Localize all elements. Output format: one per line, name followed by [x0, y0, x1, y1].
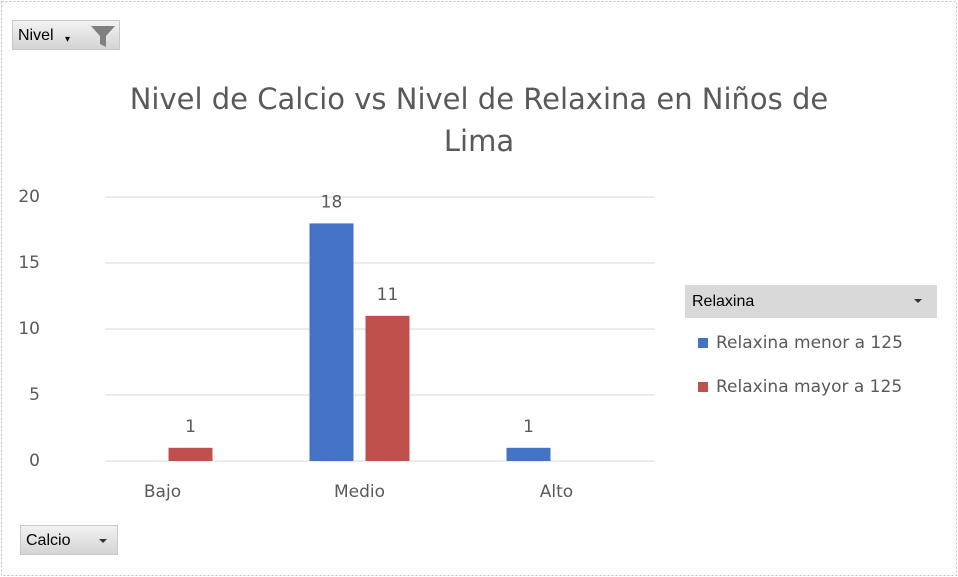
legend-dropdown-arrow[interactable] — [914, 299, 922, 303]
legend-swatch — [698, 338, 708, 348]
filter-button[interactable]: Nivel ▾ — [12, 20, 120, 50]
x-tick-label: Medio — [334, 482, 385, 502]
x-tick-label: Alto — [540, 482, 573, 502]
data-label: 1 — [185, 417, 196, 437]
dropdown-icon: ▾ — [65, 34, 71, 45]
y-tick-label: 10 — [18, 319, 40, 339]
legend-label: Relaxina mayor a 125 — [716, 377, 902, 397]
x-tick-label: Bajo — [144, 482, 181, 502]
legend-title: Relaxina — [692, 293, 754, 310]
data-label: 1 — [523, 417, 534, 437]
axis-field-button-label: Calcio — [26, 532, 71, 549]
bar — [309, 223, 354, 461]
y-tick-label: 0 — [29, 451, 40, 471]
legend-swatch — [698, 382, 708, 392]
axis-field-button[interactable]: Calcio — [20, 525, 118, 555]
chart-title: Nivel de Calcio vs Nivel de Relaxina en … — [129, 82, 829, 158]
bar — [506, 447, 551, 461]
legend-label: Relaxina menor a 125 — [716, 333, 903, 353]
filter-button-label: Nivel — [18, 27, 54, 44]
bar — [365, 315, 410, 461]
data-label: 18 — [321, 192, 343, 212]
filter-icon — [91, 26, 115, 47]
y-tick-label: 5 — [29, 385, 40, 405]
y-tick-label: 20 — [18, 187, 40, 207]
dropdown-icon — [99, 539, 107, 543]
bar — [168, 447, 213, 461]
legend-header[interactable] — [685, 285, 937, 318]
data-label: 11 — [377, 285, 399, 305]
y-tick-label: 15 — [18, 253, 40, 273]
